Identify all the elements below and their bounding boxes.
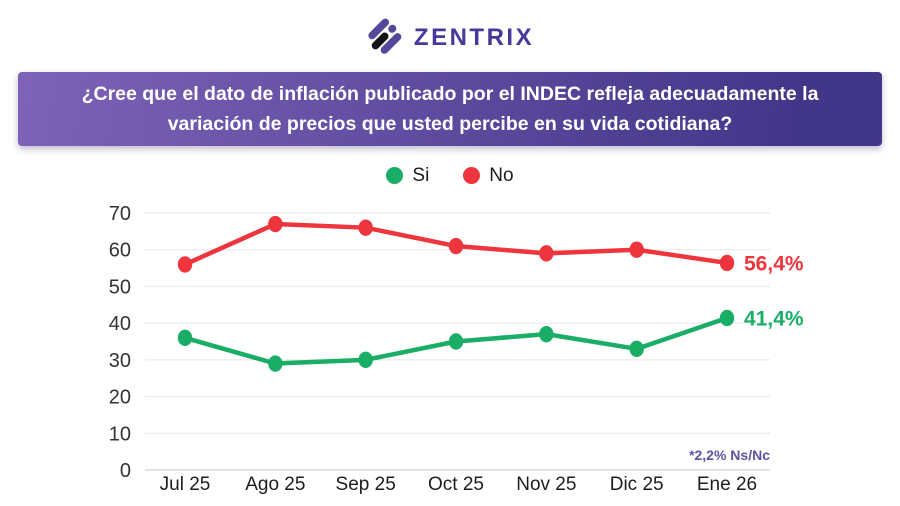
data-point-si <box>358 351 373 369</box>
trend-chart-svg: 0 10 20 30 40 50 60 70 Jul 25 Ago 25 Sep 25 Oct 25 N… <box>109 203 804 495</box>
series-end-label-si: 41,4% <box>744 308 804 331</box>
data-point-no <box>719 254 735 272</box>
y-axis-tick: 60 <box>109 240 131 262</box>
y-axis-tick: 0 <box>120 460 131 482</box>
zentrix-logo-icon <box>368 18 402 54</box>
legend-label-no: No <box>489 164 514 186</box>
brand-name: ZENTRIX <box>413 24 535 51</box>
data-point-no <box>177 256 193 273</box>
data-point-no <box>358 219 373 236</box>
y-axis-tick: 50 <box>109 276 131 298</box>
x-axis-label: Nov 25 <box>516 474 576 495</box>
data-point-no <box>629 241 644 258</box>
data-point-no <box>448 237 464 255</box>
data-point-si <box>629 340 644 358</box>
data-point-no <box>268 215 283 233</box>
legend-label-si: Si <box>412 164 430 186</box>
data-point-si <box>448 333 464 350</box>
x-axis-label: Sep 25 <box>336 474 396 495</box>
x-axis-label: Jul 25 <box>160 474 211 495</box>
x-axis-label: Ago 25 <box>245 474 305 495</box>
logo: ZENTRIX <box>0 0 900 60</box>
y-axis-tick: 20 <box>109 387 131 409</box>
legend-dot-si <box>386 167 404 184</box>
x-axis-label: Ene 26 <box>697 474 757 495</box>
x-axis-label: Oct 25 <box>428 474 484 495</box>
data-point-si <box>719 309 735 327</box>
question-line-2: variación de precios que usted percibe e… <box>167 113 733 135</box>
chart-legend: Si No <box>0 164 900 187</box>
question-banner: ¿Cree que el dato de inflación publicado… <box>18 72 882 146</box>
legend-dot-no <box>463 167 481 184</box>
ns-nc-annotation: *2,2% Ns/Nc <box>689 447 770 463</box>
x-axis-label: Dic 25 <box>610 474 664 495</box>
legend-item-si: Si <box>386 165 429 187</box>
series-end-label-no: 56,4% <box>744 252 804 275</box>
data-point-no <box>539 245 554 262</box>
line-chart: 0 10 20 30 40 50 60 70 Jul 25 Ago 25 Sep 25 Oct 25 N… <box>0 191 900 506</box>
data-point-si <box>268 355 283 372</box>
y-axis-tick: 10 <box>109 423 131 445</box>
question-line-1: ¿Cree que el dato de inflación publicado… <box>81 82 819 105</box>
y-axis-tick: 30 <box>109 350 131 372</box>
y-axis-tick: 40 <box>109 313 131 335</box>
legend-item-no: No <box>463 164 514 187</box>
data-point-si <box>177 329 193 347</box>
y-axis-tick: 70 <box>109 203 131 225</box>
data-point-si <box>539 325 554 343</box>
